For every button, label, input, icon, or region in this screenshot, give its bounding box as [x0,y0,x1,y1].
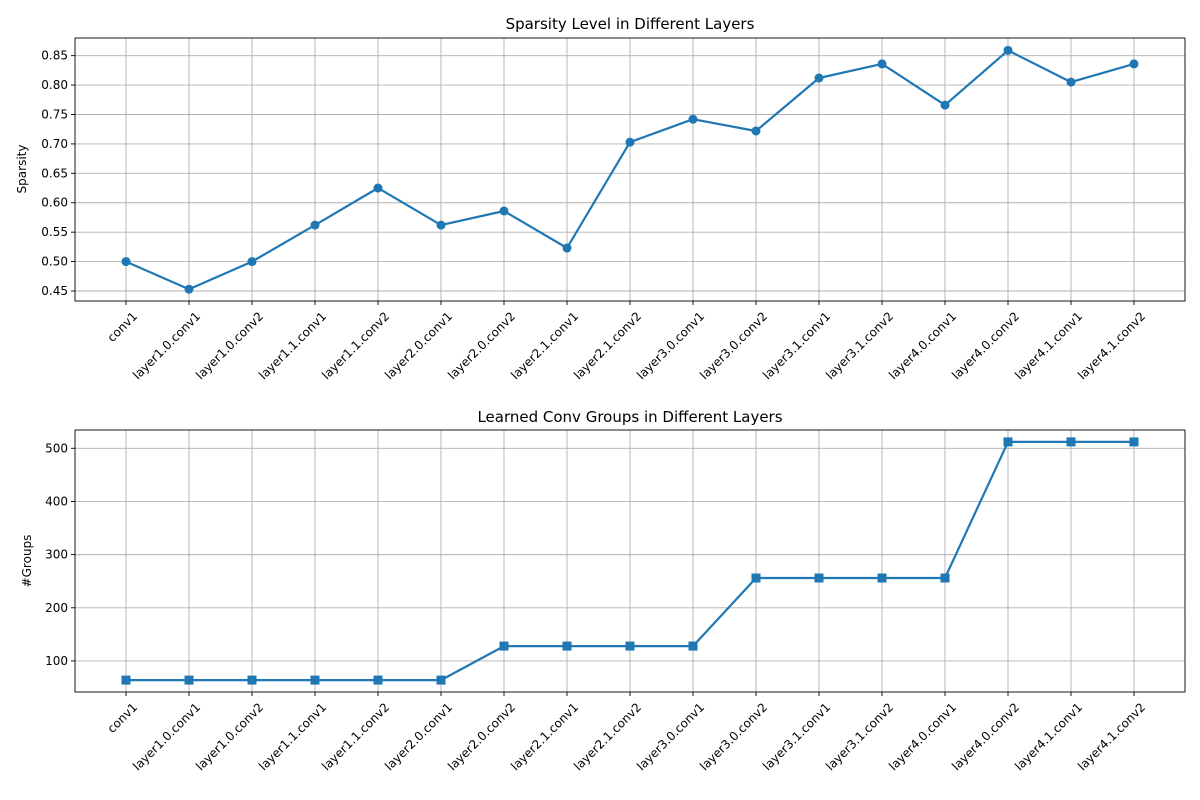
sparsity-chart: Sparsity Level in Different Layers Spars… [15,15,1186,382]
data-point [562,641,572,651]
x-tick-label: layer2.1.conv1 [508,700,581,773]
data-point [1066,77,1076,87]
y-tick-label: 0.45 [41,284,68,298]
y-tick-label: 0.80 [41,78,68,92]
data-point [625,137,635,147]
grid [75,430,1185,692]
data-point [1003,437,1013,447]
chart-title: Sparsity Level in Different Layers [506,15,755,33]
data-point [751,126,761,136]
y-tick-label: 0.50 [41,255,68,269]
y-tick-label: 200 [45,601,68,615]
y-tick-label: 0.60 [41,196,68,210]
x-tick-label: layer3.0.conv2 [697,309,770,382]
x-tick-label: layer1.0.conv2 [193,309,266,382]
x-tick-label: layer4.1.conv1 [1012,309,1085,382]
data-point [1003,45,1013,55]
y-tick-label: 0.85 [41,49,68,63]
data-point [247,257,257,267]
x-tick-label: layer3.1.conv1 [760,309,833,382]
data-point [562,243,572,253]
x-tick-label: conv1 [105,700,141,736]
data-point [184,675,194,685]
x-tick-label: layer1.0.conv1 [130,309,203,382]
x-tick-label: layer4.0.conv1 [886,309,959,382]
x-tick-label: layer1.1.conv2 [319,700,392,773]
x-tick-label: layer4.1.conv2 [1075,700,1148,773]
plot-frame [74,429,1186,693]
data-point [184,284,194,294]
y-tick-label: 0.75 [41,107,68,121]
x-tick-label: layer2.1.conv2 [571,700,644,773]
x-tick-label: layer1.0.conv2 [193,700,266,773]
data-point [1066,437,1076,447]
x-tick-label: layer4.0.conv2 [949,700,1022,773]
data-point [940,573,950,583]
data-point [436,675,446,685]
plot-frame [74,37,1186,302]
data-point [877,59,887,69]
y-tick-label: 300 [45,548,68,562]
data-point [751,573,761,583]
x-tick-label: layer2.0.conv1 [382,700,455,773]
x-tick-label: layer2.0.conv2 [445,700,518,773]
data-point [1129,59,1139,69]
data-point [247,675,257,685]
x-tick-label: layer1.0.conv1 [130,700,203,773]
x-tick-label: layer2.1.conv2 [571,309,644,382]
data-point [121,257,131,267]
x-tick-label: layer2.0.conv1 [382,309,455,382]
data-point [310,220,320,230]
y-tick-label: 500 [45,441,68,455]
x-tick-label: layer1.1.conv1 [256,700,329,773]
y-tick-label: 100 [45,654,68,668]
x-tick-label: layer1.1.conv2 [319,309,392,382]
x-tick-label: layer3.0.conv1 [634,700,707,773]
data-point [940,100,950,110]
x-tick-label: layer2.1.conv1 [508,309,581,382]
data-point [814,73,824,83]
x-tick-label: layer4.1.conv2 [1075,309,1148,382]
y-tick-label: 0.65 [41,166,68,180]
x-tick-label: layer1.1.conv1 [256,309,329,382]
data-point [436,220,446,230]
data-point [373,675,383,685]
y-axis-label: #Groups [20,535,34,588]
x-tick-label: layer3.1.conv2 [823,309,896,382]
x-tick-label: conv1 [105,309,141,345]
data-point [499,641,509,651]
x-tick-label: layer3.1.conv1 [760,700,833,773]
grid [75,38,1185,301]
conv-groups-chart: Learned Conv Groups in Different Layers … [20,408,1186,773]
data-point [625,641,635,651]
x-tick-label: layer4.0.conv1 [886,700,959,773]
data-point [688,114,698,124]
data-point [121,675,131,685]
x-tick-label: layer4.0.conv2 [949,309,1022,382]
data-point [877,573,887,583]
y-axis-label: Sparsity [15,145,29,194]
y-tick-label: 400 [45,494,68,508]
y-tick-label: 0.70 [41,137,68,151]
data-point [310,675,320,685]
data-point [373,183,383,193]
x-tick-label: layer3.0.conv1 [634,309,707,382]
data-point [814,573,824,583]
data-point [688,641,698,651]
x-tick-label: layer3.1.conv2 [823,700,896,773]
y-tick-label: 0.55 [41,225,68,239]
x-tick-label: layer2.0.conv2 [445,309,518,382]
x-tick-label: layer3.0.conv2 [697,700,770,773]
data-point [499,206,509,216]
chart-title: Learned Conv Groups in Different Layers [477,408,782,426]
data-point [1129,437,1139,447]
x-tick-label: layer4.1.conv1 [1012,700,1085,773]
